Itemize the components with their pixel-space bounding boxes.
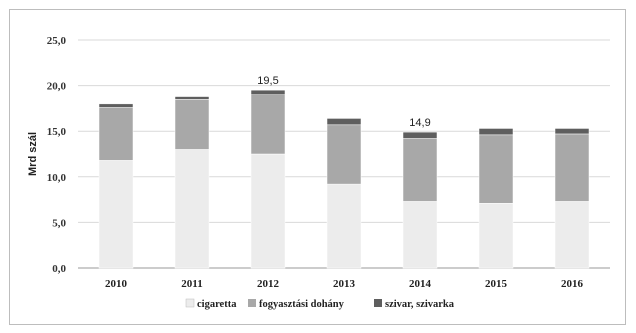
bar-segment-cigaretta [478, 202, 514, 269]
legend-swatch [374, 299, 382, 307]
legend-label: szivar, szivarka [385, 299, 455, 310]
data-label: 19,5 [257, 75, 278, 87]
y-tick-label: 10,0 [47, 172, 67, 184]
x-tick-label: 2012 [257, 278, 280, 290]
bar-segment-fogyaszt-si-doh-ny [554, 133, 590, 202]
y-tick-label: 0,0 [52, 263, 66, 275]
y-axis-ticks: 0,0 5,0 10,0 15,0 20,0 25,0 [47, 35, 67, 275]
y-tick-label: 25,0 [47, 35, 67, 47]
bar-segment-cigaretta [402, 201, 438, 269]
bar-segment-szivar-szivarka [402, 131, 438, 139]
bar-segment-fogyaszt-si-doh-ny [478, 134, 514, 204]
bar-segment-szivar-szivarka [98, 103, 134, 108]
data-label: 14,9 [409, 117, 430, 129]
y-axis-label: Mrd szál [27, 132, 39, 176]
gridlines [78, 39, 610, 269]
legend-label: fogyasztási dohány [259, 299, 345, 310]
y-tick-label: 5,0 [52, 217, 66, 229]
legend-swatch [185, 298, 195, 308]
bar-segment-cigaretta [326, 183, 362, 269]
bar-segment-szivar-szivarka [250, 89, 286, 95]
bar-segment-fogyaszt-si-doh-ny [326, 124, 362, 185]
legend-swatch [248, 299, 256, 307]
bar-segment-fogyaszt-si-doh-ny [402, 138, 438, 202]
x-tick-label: 2015 [485, 278, 508, 290]
y-tick-label: 20,0 [47, 81, 67, 93]
bar-segment-szivar-szivarka [554, 128, 590, 135]
bars [98, 89, 590, 269]
x-tick-label: 2010 [105, 278, 128, 290]
bar-segment-szivar-szivarka [326, 118, 362, 126]
x-tick-label: 2011 [181, 278, 202, 290]
bar-segment-fogyaszt-si-doh-ny [174, 99, 210, 150]
x-tick-label: 2014 [409, 278, 432, 290]
bar-segment-szivar-szivarka [478, 128, 514, 136]
x-axis-ticks: 2010 2011 2012 2013 2014 2015 2016 [105, 278, 584, 290]
x-tick-label: 2016 [561, 278, 584, 290]
x-tick-label: 2013 [333, 278, 356, 290]
bar-segment-szivar-szivarka [174, 96, 210, 100]
bar-segment-cigaretta [554, 201, 590, 269]
bar-segment-cigaretta [174, 149, 210, 269]
legend: cigaretta fogyasztási dohány szivar, sziva… [185, 298, 455, 310]
legend-label: cigaretta [197, 299, 237, 310]
data-labels: 19,5 14,9 [257, 75, 430, 129]
bar-segment-cigaretta [98, 160, 134, 269]
bar-segment-fogyaszt-si-doh-ny [250, 94, 286, 155]
y-tick-label: 15,0 [47, 126, 67, 138]
bar-segment-fogyaszt-si-doh-ny [98, 107, 134, 161]
bar-segment-cigaretta [250, 153, 286, 269]
